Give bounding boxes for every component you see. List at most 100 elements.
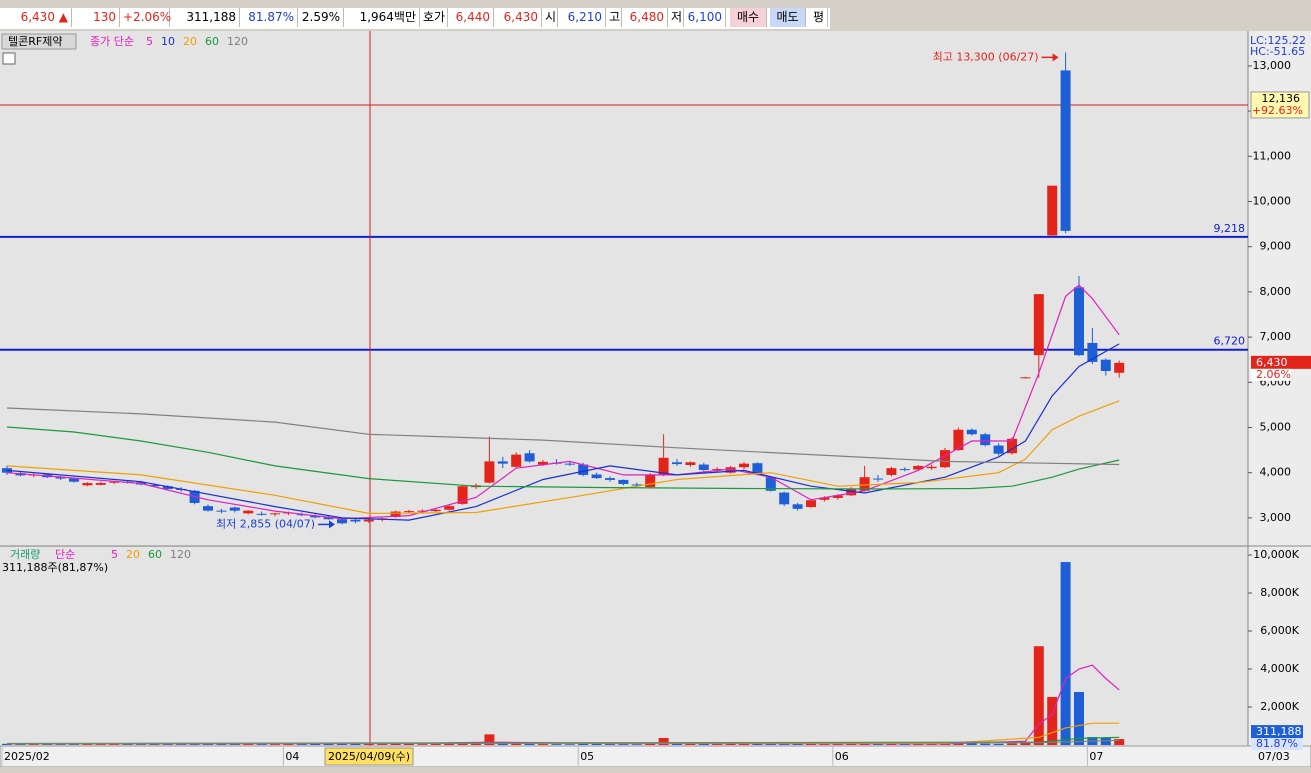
volume-bar bbox=[591, 743, 602, 745]
volume-bar bbox=[444, 743, 455, 745]
legend-entry: 120 bbox=[170, 548, 191, 561]
last-ratio: 81.87% bbox=[1256, 737, 1298, 750]
volume-bar bbox=[256, 744, 267, 745]
volume-bar bbox=[752, 743, 763, 745]
volume-bar bbox=[189, 743, 200, 745]
candle-body bbox=[578, 464, 589, 475]
volume-bar bbox=[792, 743, 803, 745]
candle-body bbox=[390, 511, 401, 517]
volume-average bbox=[6, 739, 1120, 745]
y-tick-label: 7,000 bbox=[1260, 330, 1292, 343]
candle-body bbox=[1033, 294, 1044, 356]
candle-body bbox=[980, 434, 991, 446]
volume-bar bbox=[337, 743, 347, 745]
legend-subtitle: 단순 bbox=[55, 548, 75, 561]
y-tick-label: 9,000 bbox=[1260, 240, 1292, 253]
info-cell: 311,188 bbox=[170, 8, 240, 27]
candle-body bbox=[310, 515, 321, 518]
candle-body bbox=[873, 478, 883, 480]
candle-body bbox=[725, 467, 736, 473]
info-cell[interactable]: 매수 bbox=[730, 8, 767, 27]
candle-body bbox=[350, 519, 361, 522]
candle-body bbox=[417, 510, 428, 512]
candle-body bbox=[430, 509, 441, 512]
candle-body bbox=[1100, 359, 1111, 371]
volume-title: 거래량 bbox=[10, 548, 40, 561]
candle-body bbox=[457, 486, 468, 504]
volume-bar bbox=[109, 744, 120, 745]
candle-body bbox=[337, 519, 347, 524]
volume-bar bbox=[1007, 743, 1017, 745]
volume-bar bbox=[471, 743, 481, 745]
info-cell: 6,440 bbox=[448, 8, 494, 27]
candle-body bbox=[698, 464, 709, 470]
candle-body bbox=[1020, 377, 1031, 379]
volume-bar bbox=[899, 744, 910, 745]
volume-bar bbox=[672, 743, 682, 745]
candle-body bbox=[658, 457, 669, 475]
candle-body bbox=[1060, 70, 1071, 231]
candle-body bbox=[323, 517, 334, 520]
candle-body bbox=[806, 500, 816, 508]
candle-body bbox=[926, 466, 937, 469]
volume-bar bbox=[511, 743, 522, 745]
title-button[interactable] bbox=[1, 33, 77, 50]
candle-body bbox=[229, 507, 240, 511]
candle-body bbox=[497, 461, 508, 464]
volume-bar bbox=[698, 743, 709, 745]
candle-body bbox=[363, 519, 374, 522]
info-cell[interactable]: 평 bbox=[810, 8, 828, 27]
candle-body bbox=[672, 462, 682, 465]
crosshair-box bbox=[1250, 91, 1310, 119]
y-tick-label: 5,000 bbox=[1260, 420, 1292, 433]
y-tick-label: 8,000 bbox=[1260, 285, 1292, 298]
volume-bar bbox=[216, 743, 227, 745]
annotation: 최고 13,300 (06/27) bbox=[933, 50, 1039, 63]
crosshair-date-box bbox=[324, 747, 414, 766]
y-tick-label: 8,000K bbox=[1260, 586, 1299, 599]
candle-body bbox=[162, 486, 173, 489]
info-cell[interactable]: 매도 bbox=[770, 8, 806, 27]
volume-bar bbox=[1047, 696, 1058, 745]
volume-bar bbox=[832, 744, 843, 745]
y-tick-label: 13,000 bbox=[1253, 59, 1292, 72]
candle-body bbox=[792, 504, 803, 509]
volume-bar bbox=[430, 744, 441, 745]
volume-bar bbox=[806, 744, 816, 745]
volume-bar bbox=[270, 744, 280, 745]
candle-body bbox=[270, 513, 280, 515]
y-tick-label: 4,000 bbox=[1260, 466, 1292, 479]
volume-bar bbox=[779, 744, 790, 745]
x-tick-label: 04 bbox=[285, 750, 299, 763]
status-strip bbox=[0, 767, 1311, 773]
volume-bar bbox=[404, 743, 414, 745]
volume-bar bbox=[377, 744, 388, 745]
candle-body bbox=[779, 492, 790, 505]
x-end-label: 07/03 bbox=[1258, 750, 1290, 763]
price-panel bbox=[0, 31, 1248, 546]
volume-bar bbox=[846, 743, 857, 745]
candle-body bbox=[1007, 438, 1017, 454]
moving-average bbox=[6, 426, 1120, 490]
candle-body bbox=[913, 465, 924, 470]
y-tick-label: 11,000 bbox=[1253, 149, 1292, 162]
chart: 텔콘RF제약 LC:125.22 HC:-51.65 311,188주(81,8… bbox=[0, 31, 1311, 773]
candle-body bbox=[591, 474, 602, 479]
volume-bar bbox=[739, 743, 749, 745]
candle-body bbox=[819, 497, 830, 500]
grid-icon[interactable] bbox=[2, 52, 16, 65]
candle-body bbox=[564, 463, 575, 465]
volume-bar bbox=[980, 743, 991, 745]
indicator: LC:125.22 bbox=[1250, 34, 1306, 47]
volume-bar bbox=[162, 744, 173, 745]
volume-bar bbox=[15, 744, 26, 745]
arrow-head bbox=[1052, 53, 1059, 62]
y-tick-label: 3,000 bbox=[1260, 511, 1292, 524]
volume-bar bbox=[149, 743, 160, 745]
volume-bar bbox=[966, 743, 977, 745]
volume-bar bbox=[765, 743, 776, 745]
moving-average bbox=[6, 400, 1120, 515]
volume-bar bbox=[390, 743, 401, 745]
legend-entry: 10 bbox=[161, 35, 175, 48]
volume-summary: 311,188주(81,87%) bbox=[2, 561, 108, 574]
